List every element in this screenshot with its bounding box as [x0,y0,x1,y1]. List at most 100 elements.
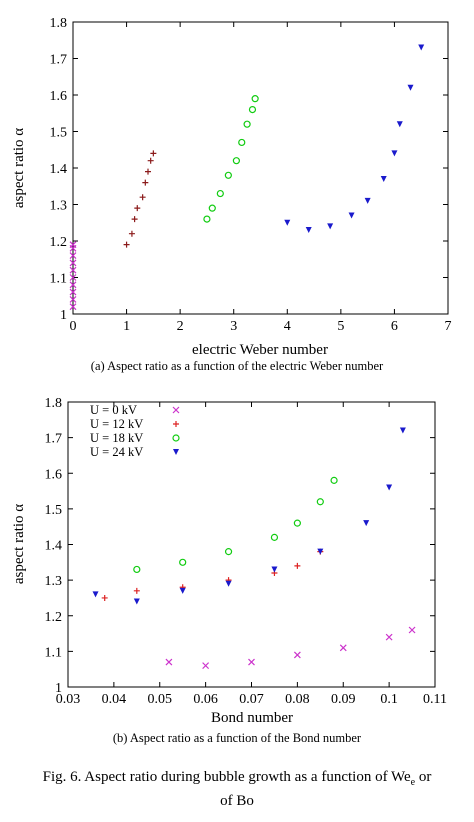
series-3 [92,427,406,605]
axis-ticks-a: 0 1 2 3 4 5 6 711.11.21.31.41.51.61.71.8 [50,16,452,334]
data-point [385,633,393,641]
data-point [380,175,387,182]
caption-a: (a) Aspect ratio as a function of the el… [91,359,384,373]
data-point [69,295,77,303]
legend-item: U = 12 kV [90,417,179,431]
series-1 [101,548,324,601]
data-point [69,252,77,260]
data-point [271,566,278,573]
y-axis-label-b: aspect ratio α [11,504,27,584]
data-point [294,562,301,569]
data-point [270,533,279,541]
y-tick-label: 1.6 [45,467,63,482]
x-tick-label: 2 [177,319,184,334]
data-point [128,230,135,237]
data-point [330,476,338,484]
chart-a: 0 1 2 3 4 5 6 711.11.21.31.41.51.61.71.8 electr… [11,16,452,373]
legend-item: U = 18 kV [90,431,180,445]
x-tick-label: 1 [123,319,130,334]
y-tick-label: 1.3 [45,574,63,589]
data-point [305,227,312,234]
y-axis-label-a: aspect ratio α [11,128,27,208]
data-point [391,150,398,157]
x-axis-label-b: Bond number [211,710,293,726]
data-point [69,266,77,274]
data-point [150,150,157,157]
legend-marker [173,449,179,455]
data-point [251,95,259,103]
data-point [408,626,416,634]
data-point [131,216,138,223]
chart-b: 0.03 0.04 0.05 0.06 0.07 0.08 0.09 0.1 0.11 1 1.1 1… [11,396,447,745]
data-point [69,288,77,296]
data-point [179,587,186,594]
data-point [69,303,77,311]
data-point [293,651,301,659]
data-point [396,121,403,128]
y-tick-label: 1.5 [50,126,68,141]
data-point [407,84,414,91]
y-tick-label: 1.7 [45,432,63,447]
data-point [363,520,370,527]
data-point [238,138,246,147]
x-tick-label: 6 [391,319,398,334]
x-tick-label: 3 [230,319,237,334]
data-point [145,168,151,175]
data-point [208,204,216,212]
data-point [248,658,255,666]
y-tick-label: 1.6 [50,89,68,104]
x-tick-label: 0.1 [380,692,398,707]
data-point [69,241,77,249]
data-point [133,598,140,605]
data-point [69,259,77,267]
data-point [165,658,173,666]
x-tick-label: 0 [70,319,77,334]
data-point [142,179,149,186]
legend-marker [173,421,179,427]
data-point [224,548,233,556]
y-tick-label: 1.8 [50,16,68,31]
legend-label: U = 0 kV [90,403,137,417]
data-point [364,197,371,204]
y-tick-label: 1.4 [50,162,68,177]
x-tick-label: 0.06 [193,692,218,707]
data-point [139,194,146,201]
marks-a [69,44,425,311]
series-0 [165,626,416,670]
x-tick-label: 4 [284,319,291,334]
legend-item: U = 24 kV [90,445,179,459]
x-axis-label-a: electric Weber number [192,342,328,358]
y-tick-label: 1 [55,681,62,696]
legend-marker [172,406,180,414]
x-tick-label: 0.11 [423,692,447,707]
legend-b: U = 0 kVU = 12 kVU = 18 kVU = 24 kV [90,403,180,459]
legend-item: U = 0 kV [90,403,180,417]
y-tick-label: 1.3 [50,199,68,214]
x-tick-label: 0.07 [239,692,264,707]
figure-caption: Fig. 6. Aspect ratio during bubble growt… [0,768,474,811]
series-0 [69,241,77,311]
data-point [339,644,347,652]
data-point [101,594,108,601]
data-point [225,580,232,587]
data-point [399,427,406,434]
caption-b: (b) Aspect ratio as a function of the Bo… [113,731,362,745]
y-tick-label: 1.5 [45,503,63,518]
x-tick-label: 0.03 [56,692,81,707]
figure-caption-text: Fig. 6. Aspect ratio during bubble growt… [42,769,411,785]
data-point [203,215,211,223]
y-tick-label: 1.2 [45,610,63,625]
y-tick-label: 1.8 [45,396,63,411]
legend-label: U = 18 kV [90,431,143,445]
series-2 [133,476,338,574]
figure-caption-text-end: or [415,769,432,785]
y-tick-label: 1 [60,308,67,323]
data-point [293,519,301,527]
x-tick-label: 0.04 [102,692,127,707]
data-point [248,105,257,114]
figure-caption-line2: of Bo [220,793,254,809]
data-point [69,274,77,281]
data-point [216,189,224,198]
y-tick-label: 1.1 [45,645,63,660]
x-tick-label: 7 [445,319,452,334]
